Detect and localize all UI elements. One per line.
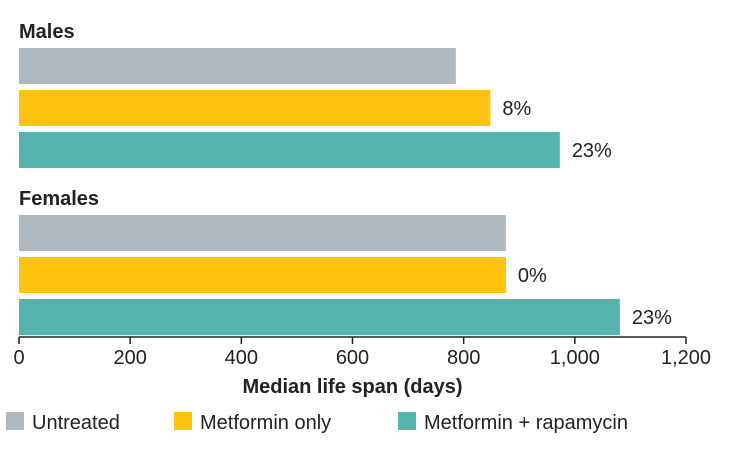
legend-label-1: Metformin only [200, 412, 331, 434]
x-tick-label: 0 [13, 347, 24, 369]
bars-layer [19, 48, 620, 335]
bar-males-2 [19, 132, 560, 168]
legend-swatch-1 [174, 412, 192, 430]
x-tick-label: 800 [447, 347, 480, 369]
bar-females-1 [19, 257, 506, 293]
labels-layer: Males 8% 23% Females 0% 23% [19, 21, 672, 329]
x-tick-label: 1,200 [661, 347, 711, 369]
data-label-females-2: 23% [632, 307, 672, 329]
bar-females-0 [19, 215, 506, 251]
x-tick-label: 600 [336, 347, 369, 369]
x-tick-label: 400 [225, 347, 258, 369]
legend-swatch-2 [398, 412, 416, 430]
legend-swatch-0 [6, 412, 24, 430]
x-tick-label: 200 [113, 347, 146, 369]
legend-label-0: Untreated [32, 412, 120, 434]
x-axis-title: Median life span (days) [242, 376, 462, 398]
group-label-males: Males [19, 21, 75, 43]
legend-label-2: Metformin + rapamycin [424, 412, 628, 434]
legend: Untreated Metformin only Metformin + rapam… [6, 412, 628, 434]
data-label-males-1: 8% [502, 98, 531, 120]
data-label-males-2: 23% [572, 140, 612, 162]
x-tick-label: 1,000 [550, 347, 600, 369]
bar-males-1 [19, 90, 491, 126]
group-label-females: Females [19, 188, 99, 210]
x-axis-ticks: 0 200 400 600 800 1,000 1,200 [13, 337, 711, 369]
bar-males-0 [19, 48, 456, 84]
data-label-females-1: 0% [518, 265, 547, 287]
bar-females-2 [19, 299, 620, 335]
